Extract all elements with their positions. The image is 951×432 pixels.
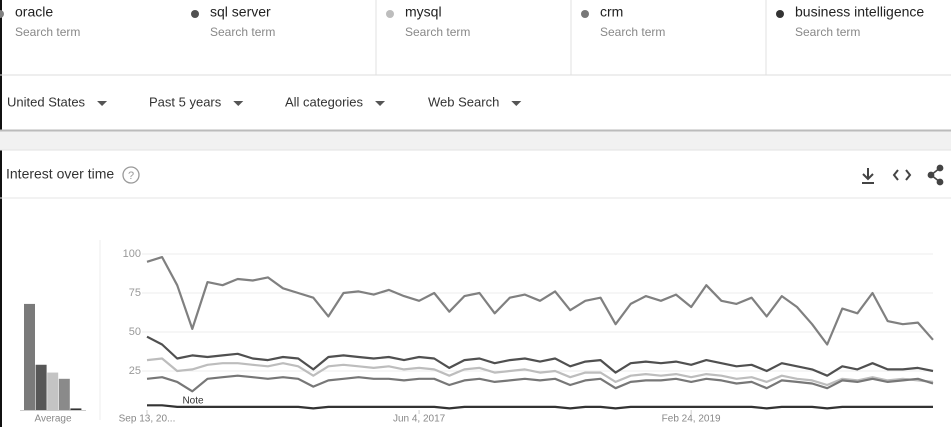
- dropdown-arrow: [97, 101, 108, 106]
- term-name[interactable]: mysql: [405, 4, 442, 20]
- term-name[interactable]: oracle: [15, 4, 53, 20]
- average-bar: [35, 364, 47, 410]
- filter-dropdown[interactable]: Web Search: [428, 94, 499, 109]
- filter-dropdown[interactable]: All categories: [285, 94, 364, 109]
- left-edge: [0, 0, 2, 427]
- filter-dropdown[interactable]: Past 5 years: [149, 94, 222, 109]
- series-line: [146, 374, 934, 393]
- term-name[interactable]: crm: [600, 4, 623, 20]
- term-dot: [386, 10, 394, 18]
- average-bar: [47, 372, 59, 410]
- term-name[interactable]: business intelligence: [795, 4, 924, 20]
- term-subtitle: Search term: [405, 25, 470, 39]
- average-bar: [24, 303, 35, 410]
- dropdown-arrow: [233, 101, 244, 106]
- term-dot: [776, 10, 784, 18]
- help-icon[interactable]: [122, 166, 140, 184]
- term-dot: [191, 10, 199, 18]
- term-subtitle: Search term: [210, 25, 275, 39]
- series-line: [146, 256, 934, 346]
- series-line: [146, 335, 934, 377]
- annotation[interactable]: Note: [182, 396, 204, 407]
- x-tick-label: Jun 4, 2017: [393, 414, 446, 425]
- panel-title: Interest over time: [6, 166, 114, 182]
- embed-icon[interactable]: [892, 169, 912, 181]
- series-line: [146, 357, 934, 387]
- y-tick-label: 25: [129, 365, 141, 377]
- y-tick-label: 50: [129, 326, 141, 338]
- share-icon[interactable]: [927, 164, 944, 186]
- dropdown-arrow: [375, 101, 386, 106]
- series-line: [147, 404, 933, 410]
- term-dot: [0, 10, 4, 18]
- help-icon-glyph: ?: [128, 170, 134, 182]
- term-dot: [581, 10, 589, 18]
- download-icon[interactable]: [862, 168, 874, 184]
- term-subtitle: Search term: [600, 25, 665, 39]
- term-subtitle: Search term: [15, 25, 80, 39]
- y-tick-label: 100: [123, 248, 141, 260]
- average-bar: [58, 378, 70, 410]
- term-name[interactable]: sql server: [210, 4, 271, 20]
- bar-label: Average: [34, 414, 72, 425]
- gap: [0, 130, 951, 150]
- x-tick-label: Sep 13, 20...: [119, 414, 176, 425]
- y-tick-label: 75: [129, 287, 141, 299]
- x-tick-label: Feb 24, 2019: [662, 414, 721, 425]
- filter-dropdown[interactable]: United States: [7, 94, 86, 109]
- term-subtitle: Search term: [795, 25, 860, 39]
- dropdown-arrow: [511, 101, 522, 106]
- average-bar: [70, 408, 82, 410]
